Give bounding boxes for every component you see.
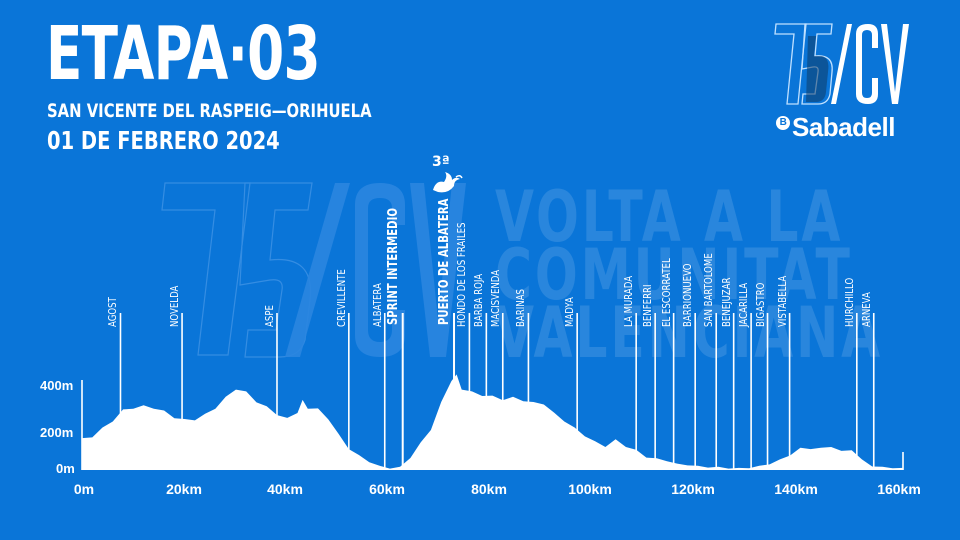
watermark-line-1: VOLTA A LA bbox=[495, 176, 844, 258]
town-label: SPRINT INTERMEDIO bbox=[385, 208, 401, 325]
town-label: EL ESCORRATEL bbox=[659, 258, 673, 327]
town-label: MADYA bbox=[563, 297, 577, 327]
climb-category-label: 3ª bbox=[432, 154, 450, 170]
y-tick-400: 400m bbox=[40, 378, 74, 393]
town-label: ASPE bbox=[262, 305, 276, 327]
town-label: MACISVENDA bbox=[488, 269, 502, 327]
y-tick-0: 0m bbox=[56, 461, 75, 476]
town-label: HURCHILLO bbox=[842, 277, 856, 327]
climb-category-icon bbox=[433, 172, 463, 193]
x-tick-100: 100km bbox=[568, 481, 612, 497]
town-label: BENFERRI bbox=[641, 284, 655, 327]
town-label: NOVELDA bbox=[168, 285, 182, 327]
sponsor-logo-sabadell: B Sabadell bbox=[776, 112, 895, 143]
town-label: ARNEVA bbox=[859, 292, 873, 327]
climb-category-badge: 3ª bbox=[428, 154, 464, 201]
x-tick-0: 0m bbox=[73, 481, 95, 497]
town-label: BENEJUZAR bbox=[719, 277, 733, 327]
sabadell-b-icon: B bbox=[776, 115, 790, 130]
watermark-line-2: COMUNITAT bbox=[495, 234, 853, 316]
town-label: AGOST bbox=[106, 297, 120, 327]
town-label: CREVILLENTE bbox=[334, 269, 348, 327]
x-tick-20: 20km bbox=[166, 481, 202, 497]
x-tick-120: 120km bbox=[671, 481, 715, 497]
town-label: ALBATERA bbox=[370, 283, 384, 327]
town-label: JACARILLA bbox=[737, 282, 751, 327]
town-label: BIGASTRO bbox=[753, 282, 767, 327]
town-label: LA MURADA bbox=[622, 275, 636, 327]
elevation-profile-area bbox=[82, 374, 903, 470]
x-tick-160: 160km bbox=[877, 481, 921, 497]
town-label: HONDO DE LOS FRAILES bbox=[455, 222, 469, 327]
event-logo-75cv bbox=[774, 23, 909, 105]
town-label: BARRIONUEVO bbox=[681, 263, 695, 327]
town-label: VISTABELLA bbox=[775, 275, 789, 327]
town-label: BARINAS bbox=[514, 289, 528, 327]
x-tick-140: 140km bbox=[774, 481, 818, 497]
town-label: SAN BARTOLOME bbox=[702, 253, 716, 327]
town-label: BARBA ROJA bbox=[472, 273, 486, 327]
stage-route: SAN VICENTE DEL RASPEIG—ORIHUELA bbox=[47, 100, 372, 122]
x-tick-80: 80km bbox=[471, 481, 507, 497]
stage-date: 01 DE FEBRERO 2024 bbox=[47, 126, 280, 155]
y-tick-200: 200m bbox=[40, 425, 74, 440]
stage-title: ETAPA·03 bbox=[46, 11, 321, 97]
x-tick-40: 40km bbox=[267, 481, 303, 497]
sponsor-name: Sabadell bbox=[792, 112, 895, 142]
watermark-line-3: VALENCIANA bbox=[495, 292, 884, 374]
x-tick-60: 60km bbox=[369, 481, 405, 497]
town-label: PUERTO DE ALBATERA bbox=[437, 198, 453, 325]
